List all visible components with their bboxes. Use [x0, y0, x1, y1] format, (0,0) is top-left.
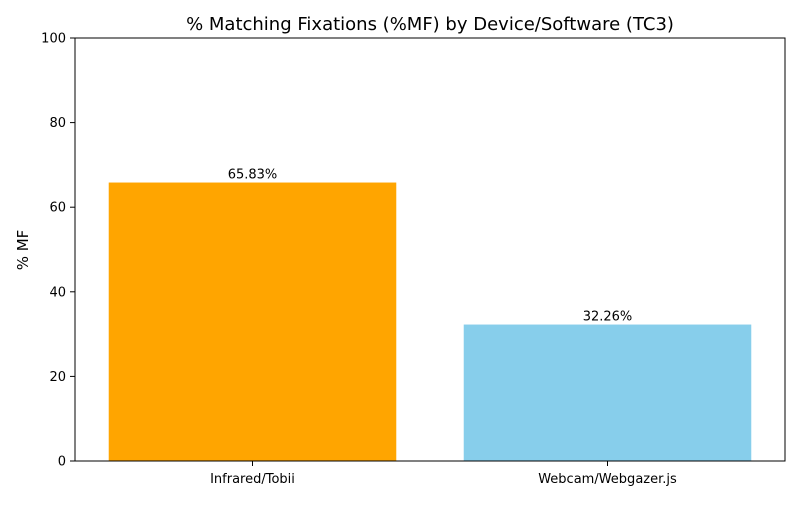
y-axis-label: % MF [14, 230, 32, 271]
bar-1 [108, 182, 397, 461]
data-label-1: 65.83% [228, 168, 278, 183]
y-tick-label-2: 20 [49, 370, 66, 385]
y-tick-label-6: 100 [41, 32, 66, 47]
bar-2 [463, 324, 752, 461]
x-tick-label-1: Infrared/Tobii [210, 472, 295, 487]
y-tick-label-3: 40 [49, 285, 66, 300]
chart-title: % Matching Fixations (%MF) by Device/Sof… [186, 14, 674, 35]
y-tick-label-5: 80 [49, 116, 66, 131]
plot-frame [74, 37, 786, 462]
x-tick-label-2: Webcam/Webgazer.js [538, 472, 677, 487]
bars-layer: 65.83% 32.26% [108, 168, 752, 461]
y-tick-label-1: 0 [58, 455, 66, 470]
axes-layer: Infrared/Tobii Webcam/Webgazer.js 0 20 40 60 8… [41, 32, 677, 488]
data-label-2: 32.26% [583, 310, 633, 325]
y-tick-label-4: 60 [49, 201, 66, 216]
